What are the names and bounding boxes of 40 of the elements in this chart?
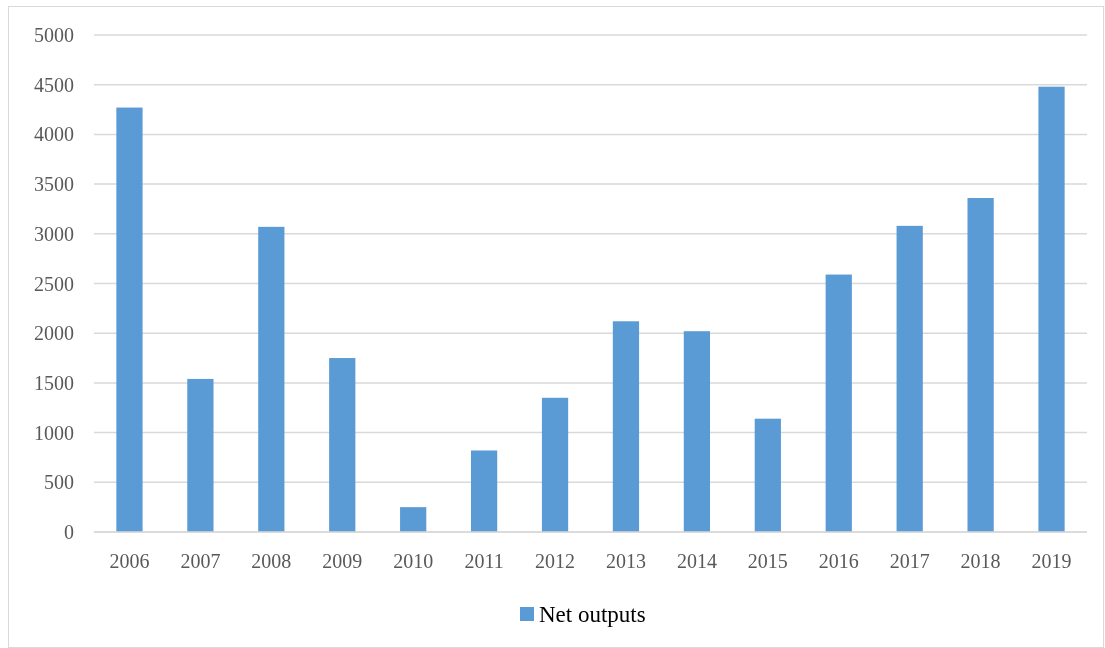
bar <box>116 107 143 532</box>
bar <box>896 225 923 532</box>
x-tick-label: 2018 <box>960 550 1001 572</box>
x-tick-label: 2014 <box>676 550 717 572</box>
y-tick-label: 3000 <box>34 222 74 245</box>
bar <box>541 397 569 532</box>
y-tick-label: 0 <box>64 521 74 543</box>
bar <box>400 507 427 532</box>
x-tick-label: 2019 <box>1031 550 1072 572</box>
y-tick-label: 4000 <box>34 123 74 146</box>
bar <box>1038 86 1065 532</box>
bar <box>825 274 852 532</box>
y-tick-label: 5000 <box>34 24 74 46</box>
bar <box>258 226 285 532</box>
bar <box>683 331 711 532</box>
y-tick-label: 2000 <box>34 322 74 345</box>
y-tick-label: 3500 <box>34 173 74 196</box>
x-tick-label: 2010 <box>393 550 434 572</box>
y-tick-label: 1500 <box>34 371 74 394</box>
x-tick-label: 2006 <box>109 550 150 572</box>
x-tick-label: 2017 <box>889 550 930 572</box>
x-tick-label: 2008 <box>251 550 292 572</box>
y-tick-label: 2500 <box>34 272 74 295</box>
x-tick-label: 2009 <box>322 550 363 572</box>
y-tick-label: 500 <box>44 471 74 494</box>
x-tick-label: 2015 <box>747 550 788 572</box>
x-tick-label: 2007 <box>180 550 221 572</box>
legend-label: Net outputs <box>539 602 646 628</box>
bar <box>754 418 781 532</box>
x-tick-label: 2016 <box>818 550 859 572</box>
bar <box>470 450 498 532</box>
x-tick-label: 2013 <box>605 550 646 572</box>
bar <box>187 378 214 532</box>
bar <box>612 321 640 532</box>
x-tick-label: 2012 <box>535 550 576 572</box>
x-tick-label: 2011 <box>464 550 504 572</box>
bar <box>967 198 994 532</box>
bar <box>329 358 356 532</box>
y-tick-label: 1000 <box>34 421 74 444</box>
y-tick-label: 4500 <box>34 73 74 96</box>
